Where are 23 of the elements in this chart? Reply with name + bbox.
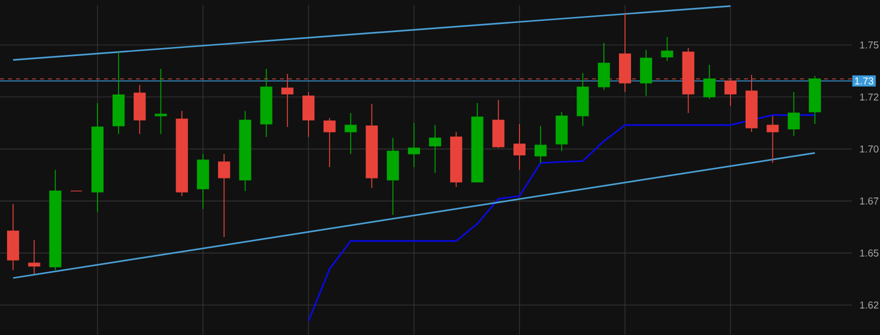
y-tick-label: 1.72 bbox=[860, 93, 878, 100]
y-tick-label: 1.67 bbox=[860, 197, 878, 205]
candlestick bbox=[724, 79, 737, 106]
candlestick bbox=[218, 154, 230, 238]
candlestick bbox=[408, 122, 420, 168]
candlestick bbox=[324, 118, 336, 168]
y-tick-label: 1.75 bbox=[860, 41, 878, 48]
candlestick bbox=[513, 124, 526, 170]
candlestick bbox=[661, 36, 674, 62]
candlestick bbox=[344, 112, 357, 154]
ref-line-label: 1.73 bbox=[855, 77, 874, 84]
candlestick bbox=[788, 92, 800, 136]
candlestick bbox=[281, 73, 294, 128]
y-tick-label: 1.65 bbox=[860, 249, 878, 257]
candlestick bbox=[766, 115, 779, 164]
candlestick bbox=[429, 124, 442, 174]
y-tick-label: 1.62 bbox=[860, 301, 878, 309]
y-tick-label: 1.70 bbox=[860, 145, 878, 153]
candlestick bbox=[154, 68, 167, 134]
candlestick bbox=[534, 125, 547, 164]
candlestick bbox=[598, 42, 610, 90]
candlestick bbox=[703, 64, 716, 100]
candlestick bbox=[28, 240, 40, 275]
